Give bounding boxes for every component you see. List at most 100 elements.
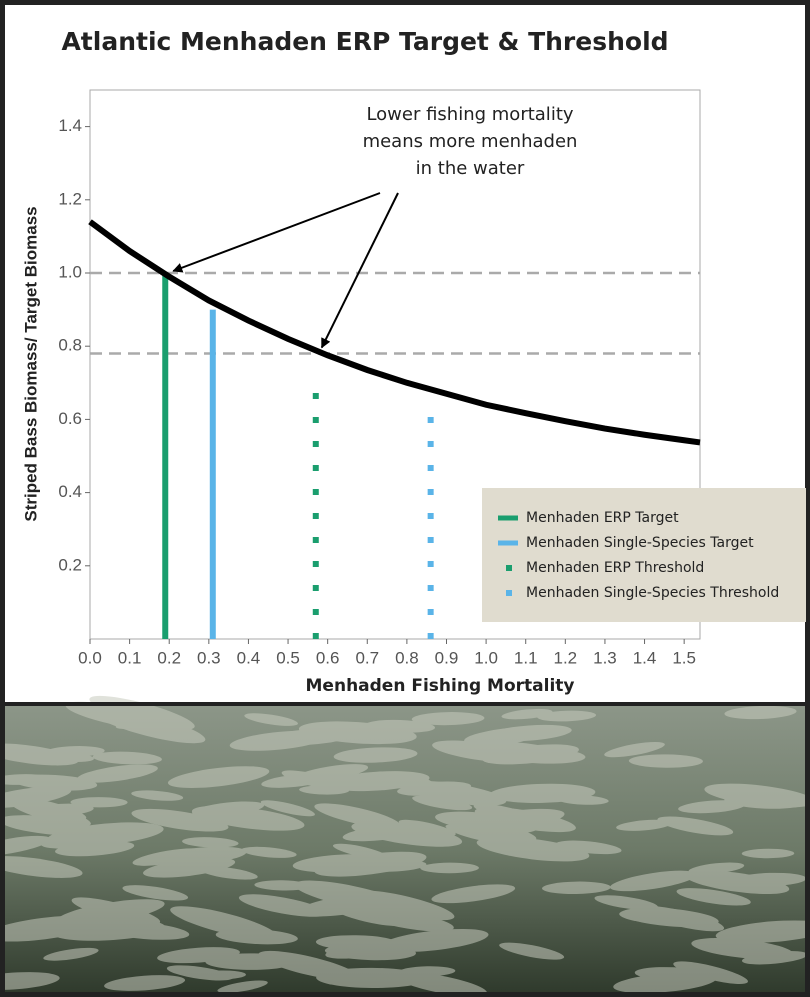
fish (260, 800, 315, 817)
y-tick-label: 0.6 (58, 409, 82, 428)
fish (657, 816, 734, 836)
chart-title: Atlantic Menhaden ERP Target & Threshold (61, 27, 668, 56)
fish (244, 713, 298, 726)
curve (88, 219, 701, 446)
fish (616, 819, 672, 831)
fish (325, 940, 406, 959)
fish (71, 897, 161, 925)
fish (241, 846, 297, 858)
fish (594, 895, 658, 910)
fish (0, 915, 104, 942)
fish (166, 965, 234, 981)
fish (673, 961, 748, 984)
fish (604, 741, 665, 758)
legend-label: Menhaden Single-Species Target (526, 535, 754, 551)
annotation-text: in the water (416, 158, 525, 179)
fish (217, 980, 268, 993)
fish (456, 808, 565, 834)
fish (489, 783, 596, 803)
fish (364, 909, 454, 932)
legend-label: Menhaden Single-Species Threshold (526, 585, 779, 601)
fish (678, 800, 746, 814)
fish (400, 780, 507, 806)
fish (453, 741, 567, 763)
x-tick-label: 0.2 (157, 648, 181, 667)
y-tick-label: 1.4 (58, 116, 82, 135)
fish (0, 856, 83, 878)
fish (628, 754, 703, 768)
x-tick-label: 0.3 (197, 648, 221, 667)
fish (258, 950, 359, 981)
fish (741, 848, 795, 859)
fish (43, 947, 99, 961)
fish (411, 712, 485, 726)
fish (92, 751, 162, 765)
y-tick-label: 1.0 (58, 262, 82, 281)
y-tick-label: 0.2 (58, 555, 82, 574)
x-tick-label: 0.1 (118, 648, 142, 667)
fish (77, 764, 158, 783)
x-tick-label: 1.0 (474, 648, 498, 667)
fish (167, 766, 270, 788)
fish (476, 836, 590, 862)
fish (555, 840, 622, 855)
photo (0, 695, 810, 997)
fish (215, 928, 298, 945)
x-tick-label: 1.2 (554, 648, 578, 667)
annotation-text: Lower fishing mortality (366, 104, 573, 125)
fish (99, 921, 190, 940)
legend-swatch (506, 565, 512, 571)
x-tick-label: 0.0 (78, 648, 102, 667)
legend-label: Menhaden ERP Threshold (526, 560, 704, 576)
annotation-text: means more menhaden (363, 131, 578, 152)
x-tick-label: 0.9 (435, 648, 459, 667)
fish (676, 888, 751, 906)
fish-school (0, 695, 810, 997)
legend (482, 488, 806, 622)
fish (412, 795, 473, 811)
fish (715, 920, 810, 943)
fish (0, 835, 51, 857)
fish (537, 710, 597, 722)
fish (431, 884, 516, 904)
x-tick-label: 0.6 (316, 648, 340, 667)
fish (741, 950, 808, 965)
fish (131, 790, 184, 801)
y-axis-label: Striped Bass Biomass/ Target Biomass (21, 206, 40, 521)
plot-area (89, 89, 701, 640)
fish (238, 894, 327, 917)
fish (724, 705, 797, 720)
fish (143, 857, 236, 878)
fish (620, 907, 719, 928)
fish (610, 870, 697, 892)
fish (182, 837, 239, 848)
fish (261, 774, 328, 788)
x-tick-label: 0.5 (276, 648, 300, 667)
fish (342, 825, 419, 842)
x-tick-label: 0.7 (355, 648, 379, 667)
x-tick-label: 1.3 (593, 648, 617, 667)
fish (191, 805, 305, 831)
y-tick-label: 0.8 (58, 336, 82, 355)
x-tick-label: 0.8 (395, 648, 419, 667)
fish (634, 967, 713, 982)
x-axis-label: Menhaden Fishing Mortality (306, 676, 575, 696)
x-tick-label: 1.5 (672, 648, 696, 667)
fish (380, 928, 489, 952)
fish (65, 701, 166, 730)
fish (334, 856, 386, 870)
legend-swatch (506, 590, 512, 596)
fish (399, 966, 456, 977)
y-tick-label: 1.2 (58, 189, 82, 208)
y-tick-label: 0.4 (58, 482, 82, 501)
fish (40, 824, 143, 849)
fish (254, 880, 311, 891)
annotation-arrow (172, 192, 381, 273)
fish (104, 975, 186, 991)
fish (542, 881, 611, 894)
fish (131, 808, 229, 832)
fish (704, 783, 810, 808)
fish (229, 730, 328, 751)
